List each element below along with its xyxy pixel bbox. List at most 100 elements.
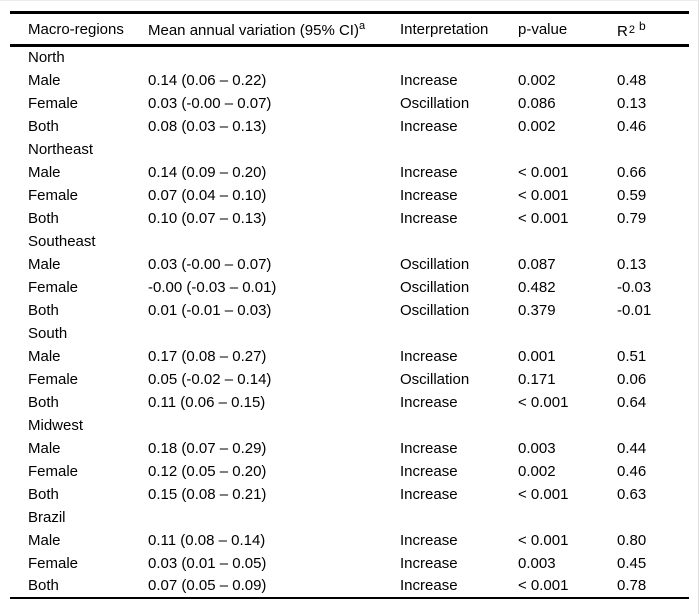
table-row: Male 0.14 (0.09 – 0.20) Increase < 0.001… [10, 161, 689, 184]
table-row: Female 0.05 (-0.02 – 0.14) Oscillation 0… [10, 368, 689, 391]
col-header-label: Macro-regions [28, 20, 124, 38]
r2-cell: -0.01 [617, 301, 652, 319]
p-value-cell: < 0.001 [518, 577, 569, 594]
sex-cell: Female [28, 94, 79, 112]
sex-cell: Both [28, 577, 59, 594]
p-value-cell: 0.003 [518, 439, 556, 457]
empty-cell [148, 138, 400, 161]
region-label: North [28, 49, 65, 67]
r2-cell: 0.64 [617, 393, 647, 411]
interpretation-cell: Increase [400, 393, 458, 411]
col-header-mean-annual-variation: Mean annual variation (95% CI)a [148, 13, 400, 46]
variation-cell: 0.12 (0.05 – 0.20) [148, 462, 267, 480]
r2-cell: 0.59 [617, 186, 647, 204]
col-header-label: p-value [518, 20, 568, 38]
variation-cell: 0.11 (0.08 – 0.14) [148, 531, 266, 549]
interpretation-cell: Oscillation [400, 94, 470, 112]
interpretation-cell: Increase [400, 186, 458, 204]
empty-cell [148, 230, 400, 253]
col-header-label: Interpretation [400, 20, 489, 38]
empty-cell [148, 46, 400, 69]
empty-cell [400, 46, 518, 69]
header-row: Macro-regions Mean annual variation (95%… [10, 12, 689, 46]
variation-cell: 0.10 (0.07 – 0.13) [148, 209, 267, 227]
region-label: Northeast [28, 140, 94, 158]
r2-cell: 0.45 [617, 554, 647, 572]
interpretation-cell: Increase [400, 71, 458, 89]
empty-cell [148, 414, 400, 437]
table-container: Macro-regions Mean annual variation (95%… [10, 11, 689, 599]
r2-cell: 0.66 [617, 163, 647, 181]
footnote-b-marker: b [638, 18, 646, 33]
sex-cell: Male [28, 439, 61, 457]
sex-cell: Female [28, 554, 79, 572]
table-row: Male 0.18 (0.07 – 0.29) Increase 0.003 0… [10, 437, 689, 460]
empty-cell [148, 322, 400, 345]
empty-cell [617, 230, 689, 253]
empty-cell [518, 138, 617, 161]
table-body: North Male 0.14 (0.06 – 0.22) Increase 0… [10, 46, 689, 598]
p-value-cell: < 0.001 [518, 531, 569, 549]
sex-cell: Both [28, 117, 59, 135]
p-value-cell: < 0.001 [518, 163, 569, 181]
p-value-cell: 0.086 [518, 94, 556, 112]
p-value-cell: < 0.001 [518, 186, 569, 204]
sex-cell: Female [28, 278, 79, 296]
region-label: Midwest [28, 416, 84, 434]
p-value-cell: 0.171 [518, 370, 556, 388]
interpretation-cell: Oscillation [400, 301, 470, 319]
interpretation-cell: Oscillation [400, 370, 470, 388]
r2-cell: -0.03 [617, 278, 652, 296]
table-header: Macro-regions Mean annual variation (95%… [10, 12, 689, 46]
col-header-label: Mean annual variation (95% CI) [148, 21, 359, 39]
region-group-row: Northeast [10, 138, 689, 161]
region-group-row: Southeast [10, 230, 689, 253]
region-label: Brazil [28, 508, 66, 526]
interpretation-cell: Increase [400, 554, 458, 572]
empty-cell [400, 230, 518, 253]
r2-cell: 0.63 [617, 485, 647, 503]
empty-cell [518, 506, 617, 529]
variation-cell: 0.01 (-0.01 – 0.03) [148, 301, 272, 319]
sex-cell: Both [28, 301, 59, 319]
empty-cell [617, 138, 689, 161]
table-row: Male 0.03 (-0.00 – 0.07) Oscillation 0.0… [10, 253, 689, 276]
col-header-macro-regions: Macro-regions [10, 13, 148, 46]
sex-cell: Female [28, 462, 79, 480]
interpretation-cell: Increase [400, 439, 458, 457]
empty-cell [400, 322, 518, 345]
p-value-cell: 0.002 [518, 71, 556, 89]
variation-cell: 0.07 (0.05 – 0.09) [148, 577, 267, 594]
interpretation-cell: Oscillation [400, 255, 470, 273]
table-row: Both 0.08 (0.03 – 0.13) Increase 0.002 0… [10, 115, 689, 138]
table-row: Both 0.10 (0.07 – 0.13) Increase < 0.001… [10, 207, 689, 230]
p-value-cell: 0.002 [518, 462, 556, 480]
r2-cell: 0.13 [617, 94, 647, 112]
col-header-r-squared: R2 b [617, 13, 689, 46]
variation-cell: 0.14 (0.06 – 0.22) [148, 71, 267, 89]
r-squared-exponent: 2 [628, 23, 635, 36]
sex-cell: Female [28, 186, 79, 204]
table-row: Female 0.12 (0.05 – 0.20) Increase 0.002… [10, 460, 689, 483]
r2-cell: 0.78 [617, 577, 647, 594]
p-value-cell: < 0.001 [518, 485, 569, 503]
sex-cell: Female [28, 370, 79, 388]
variation-cell: 0.18 (0.07 – 0.29) [148, 439, 267, 457]
r2-cell: 0.44 [617, 439, 647, 457]
table-row: Both 0.07 (0.05 – 0.09) Increase < 0.001… [10, 575, 689, 598]
p-value-cell: 0.379 [518, 301, 556, 319]
region-group-row: South [10, 322, 689, 345]
empty-cell [518, 230, 617, 253]
interpretation-cell: Increase [400, 209, 458, 227]
region-label: South [28, 324, 68, 342]
region-label: Southeast [28, 232, 96, 250]
variation-cell: 0.17 (0.08 – 0.27) [148, 347, 267, 365]
empty-cell [400, 414, 518, 437]
variation-cell: 0.15 (0.08 – 0.21) [148, 485, 267, 503]
r2-cell: 0.46 [617, 117, 647, 135]
sex-cell: Both [28, 209, 59, 227]
sex-cell: Male [28, 347, 61, 365]
table-row: Female -0.00 (-0.03 – 0.01) Oscillation … [10, 276, 689, 299]
r2-cell: 0.51 [617, 347, 647, 365]
